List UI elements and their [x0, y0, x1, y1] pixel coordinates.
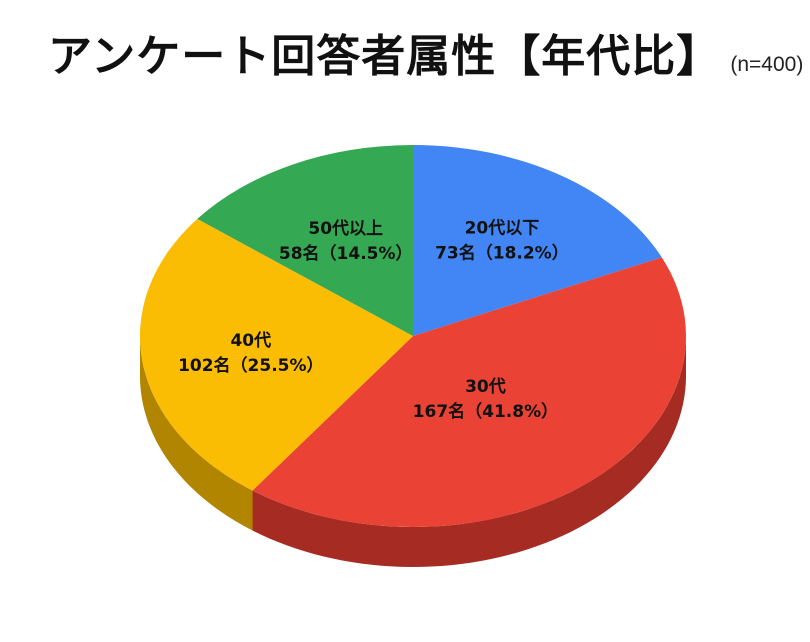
slice-1: [413, 145, 662, 336]
slice-3: [139, 218, 413, 491]
pie-slices: [139, 145, 686, 527]
slice-3-side: [140, 336, 253, 531]
chart-subtitle: (n=400): [730, 53, 804, 76]
slice-2: [252, 257, 686, 527]
slice-4-label: 50代以上 58名（14.5%）: [279, 218, 413, 264]
slice-value-label: 58名（14.5%）: [279, 243, 413, 264]
slice-value-label: 102名（25.5%）: [178, 355, 323, 376]
slice-2-side: [252, 336, 686, 567]
chart-title-row: アンケート回答者属性【年代比】 (n=400): [48, 20, 803, 84]
pie-labels: 20代以下 73名（18.2%） 30代 167名（41.8%） 40代 102名（25.…: [178, 218, 569, 423]
chart-title: アンケート回答者属性【年代比】: [48, 31, 722, 82]
slice-1-label: 20代以下 73名（18.2%）: [435, 218, 569, 264]
slice-2-label: 30代 167名（41.8%）: [413, 376, 558, 422]
slice-category-label: 20代以下: [465, 218, 540, 239]
slice-4: [197, 145, 413, 336]
slice-3-label: 40代 102名（25.5%）: [178, 330, 323, 376]
slice-category-label: 30代: [465, 376, 506, 397]
slice-category-label: 50代以上: [308, 218, 383, 239]
slice-value-label: 167名（41.8%）: [413, 401, 558, 422]
slice-value-label: 73名（18.2%）: [435, 243, 569, 264]
pie-sides: [140, 336, 686, 567]
slice-category-label: 40代: [230, 330, 271, 351]
